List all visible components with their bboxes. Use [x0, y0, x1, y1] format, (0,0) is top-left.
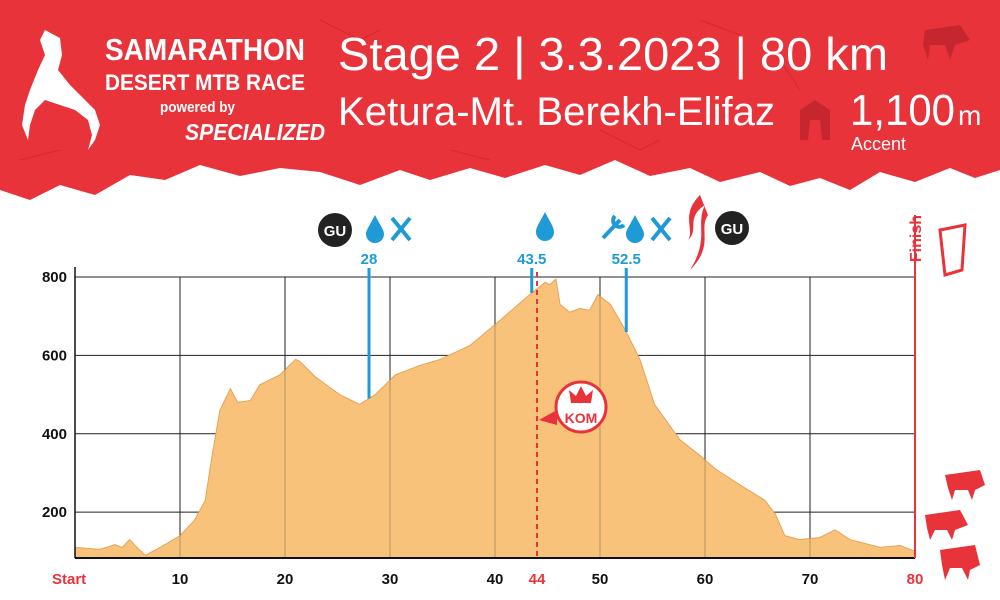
- kom-x-label: 44: [529, 571, 546, 588]
- aid-station-label: 43.5: [517, 251, 546, 268]
- kom-badge: [554, 380, 608, 434]
- finish-glass: [938, 223, 967, 277]
- ascent-unit: m: [958, 100, 981, 131]
- x-tick-label: 20: [277, 571, 294, 588]
- aid-station-label: 52.5: [612, 251, 641, 268]
- y-tick-label: 600: [42, 347, 67, 364]
- kom-badge: [539, 410, 557, 425]
- x-tick-label: 70: [802, 571, 819, 588]
- x-tick-label: 60: [697, 571, 714, 588]
- aid-icons: GU GU: [318, 195, 749, 270]
- finish-label: Finish: [908, 215, 925, 262]
- sponsor-logo: SPECIALIZED: [185, 119, 325, 145]
- svg-text:GU: GU: [721, 221, 744, 238]
- logo-camel: [22, 30, 100, 150]
- x-tick-label: 50: [592, 571, 609, 588]
- ascent-label: Accent: [851, 134, 906, 154]
- x-tick-label: 80: [907, 571, 924, 588]
- logo-subtitle: DESERT MTB RACE: [105, 70, 305, 95]
- kom-label: KOM: [565, 410, 598, 426]
- logo-title: SAMARATHON: [105, 32, 305, 67]
- y-tick-label: 800: [42, 269, 67, 286]
- y-tick-label: 200: [42, 504, 67, 521]
- route-title: Ketura-Mt. Berekh-Elifaz: [338, 90, 775, 134]
- svg-text:GU: GU: [324, 223, 347, 240]
- ascent-value: 1,100: [850, 86, 955, 135]
- header-background: [0, 0, 1000, 200]
- powered-by: powered by: [160, 99, 236, 116]
- header-petroglyphs: [800, 25, 970, 140]
- x-tick-label: 10: [172, 571, 189, 588]
- x-tick-label: 40: [487, 571, 504, 588]
- stage-title: Stage 2 | 3.3.2023 | 80 km: [338, 28, 888, 80]
- header-cracks: [19, 19, 801, 161]
- kom-crown: [569, 386, 593, 403]
- y-tick-label: 400: [42, 426, 67, 443]
- aid-station-label: 28: [361, 251, 378, 268]
- x-tick-label: Start: [52, 571, 86, 588]
- x-tick-label: 30: [382, 571, 399, 588]
- petroglyph-animals: [925, 470, 985, 580]
